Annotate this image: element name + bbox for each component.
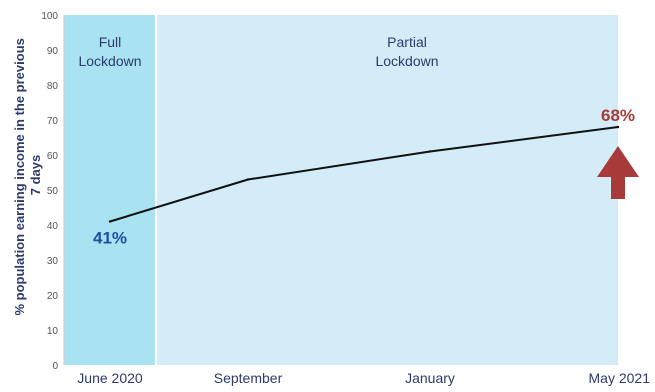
y-tick-label: 90 xyxy=(47,46,59,57)
region-full-label-line1: Full xyxy=(99,34,122,50)
y-tick-label: 100 xyxy=(41,11,58,22)
y-tick-label: 40 xyxy=(47,221,59,232)
y-tick-label: 60 xyxy=(47,151,59,162)
y-tick-label: 10 xyxy=(47,326,59,337)
region-full-label-line2: Lockdown xyxy=(78,53,141,69)
region-full-lockdown xyxy=(64,15,156,365)
region-partial-lockdown xyxy=(156,15,618,365)
y-tick-label: 50 xyxy=(47,186,59,197)
data-point xyxy=(616,125,620,129)
series-line xyxy=(109,126,619,223)
y-axis-title-line1: % population earning income in the previ… xyxy=(12,38,27,315)
data-point xyxy=(428,150,432,153)
y-tick-label: 70 xyxy=(47,116,59,127)
data-point xyxy=(246,178,250,181)
y-tick-label: 80 xyxy=(47,81,59,92)
x-tick-label: May 2021 xyxy=(589,370,651,386)
up-arrow-icon xyxy=(597,146,639,199)
x-tick-label: January xyxy=(405,370,455,386)
y-axis-title: % population earning income in the previ… xyxy=(12,35,43,316)
region-partial-label-line1: Partial xyxy=(387,34,427,50)
x-tick-label: June 2020 xyxy=(77,370,143,386)
y-tick-label: 0 xyxy=(52,361,58,372)
y-tick-label: 20 xyxy=(47,291,59,302)
y-tick-label: 30 xyxy=(47,256,59,267)
x-tick-label: September xyxy=(214,370,283,386)
end-value-label: 68% xyxy=(601,106,635,125)
data-point xyxy=(108,220,112,223)
region-partial-label-line2: Lockdown xyxy=(375,53,438,69)
start-value-label: 41% xyxy=(93,229,127,248)
y-axis-title-line2: 7 days xyxy=(28,155,43,195)
